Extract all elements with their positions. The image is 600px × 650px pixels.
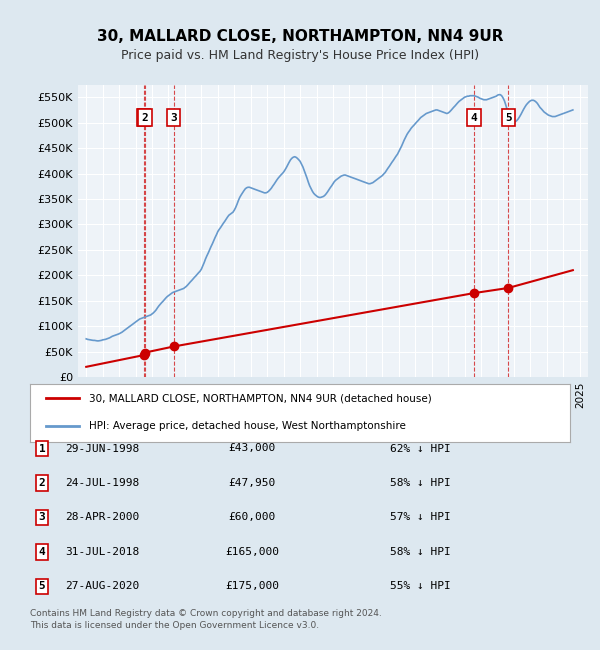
Text: £165,000: £165,000 xyxy=(225,547,279,557)
Text: £175,000: £175,000 xyxy=(225,581,279,592)
Text: 62% ↓ HPI: 62% ↓ HPI xyxy=(390,443,451,454)
Text: 1: 1 xyxy=(140,112,147,123)
Text: 28-APR-2000: 28-APR-2000 xyxy=(65,512,139,523)
Text: Contains HM Land Registry data © Crown copyright and database right 2024.
This d: Contains HM Land Registry data © Crown c… xyxy=(30,609,382,630)
Text: 57% ↓ HPI: 57% ↓ HPI xyxy=(390,512,451,523)
Text: 4: 4 xyxy=(471,112,478,123)
Text: 31-JUL-2018: 31-JUL-2018 xyxy=(65,547,139,557)
Text: 4: 4 xyxy=(38,547,46,557)
Text: 30, MALLARD CLOSE, NORTHAMPTON, NN4 9UR: 30, MALLARD CLOSE, NORTHAMPTON, NN4 9UR xyxy=(97,29,503,44)
Text: 24-JUL-1998: 24-JUL-1998 xyxy=(65,478,139,488)
Text: 55% ↓ HPI: 55% ↓ HPI xyxy=(390,581,451,592)
Text: 58% ↓ HPI: 58% ↓ HPI xyxy=(390,478,451,488)
Text: 5: 5 xyxy=(38,581,46,592)
Text: HPI: Average price, detached house, West Northamptonshire: HPI: Average price, detached house, West… xyxy=(89,421,406,430)
Text: Price paid vs. HM Land Registry's House Price Index (HPI): Price paid vs. HM Land Registry's House … xyxy=(121,49,479,62)
Text: 5: 5 xyxy=(505,112,512,123)
Text: 2: 2 xyxy=(38,478,46,488)
Text: 3: 3 xyxy=(38,512,46,523)
Text: 2: 2 xyxy=(142,112,148,123)
Text: 3: 3 xyxy=(170,112,177,123)
Text: 27-AUG-2020: 27-AUG-2020 xyxy=(65,581,139,592)
Text: 1: 1 xyxy=(38,443,46,454)
Text: £43,000: £43,000 xyxy=(229,443,275,454)
Text: £47,950: £47,950 xyxy=(229,478,275,488)
Text: 29-JUN-1998: 29-JUN-1998 xyxy=(65,443,139,454)
Text: 58% ↓ HPI: 58% ↓ HPI xyxy=(390,547,451,557)
Text: £60,000: £60,000 xyxy=(229,512,275,523)
Text: 30, MALLARD CLOSE, NORTHAMPTON, NN4 9UR (detached house): 30, MALLARD CLOSE, NORTHAMPTON, NN4 9UR … xyxy=(89,393,432,403)
